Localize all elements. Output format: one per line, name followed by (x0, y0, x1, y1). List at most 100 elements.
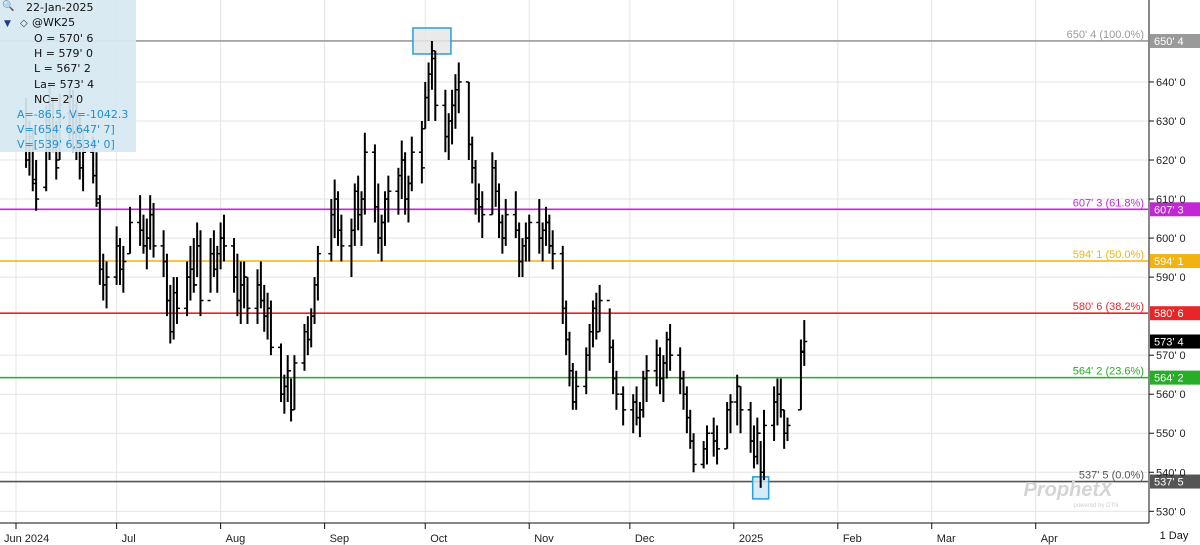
ohlc-bar (667, 323, 674, 371)
magnifier-icon[interactable]: 🔍 (2, 1, 15, 12)
ohlc-bar (455, 62, 462, 114)
fib-label: 537' 5 (0.0%) (1079, 470, 1144, 482)
fib-axis-tag (1150, 254, 1200, 269)
info-a-v: A=-86.5, V=-1042.3 (17, 108, 129, 121)
ohlc-bar (643, 355, 650, 403)
y-tick-label: 620' 0 (1156, 155, 1186, 167)
collapse-triangle-icon[interactable]: ▼ (4, 19, 11, 29)
y-tick-label: 540' 0 (1156, 467, 1186, 479)
y-tick-label: 570' 0 (1156, 350, 1186, 362)
ohlc-bar (761, 409, 768, 481)
info-last: La= 573' 4 (34, 78, 95, 91)
x-axis: 1 Day Jun 2024 Jul Aug Sep Oct Nov Dec 2025 Feb M… (0, 522, 1189, 545)
ohlc-bar (502, 199, 509, 246)
watermark-text: ProphetX (1024, 479, 1115, 501)
fib-label: 594' 1 (50.0%) (1073, 249, 1144, 261)
fib-axis-label: 537' 5 (1154, 477, 1184, 489)
ohlc-bar (103, 261, 110, 309)
y-tick-label: 610' 0 (1156, 194, 1186, 206)
y-tick-label: 600' 0 (1156, 233, 1186, 245)
x-tick-label: Aug (226, 533, 246, 545)
watermark: ProphetX powered by DTN (1024, 479, 1119, 509)
ohlc-bar (197, 230, 204, 317)
fib-label: 607' 3 (61.8%) (1073, 197, 1144, 209)
ohlc-bar (314, 245, 321, 301)
ohlc-bar (432, 50, 439, 121)
ohlc-bar (267, 300, 274, 356)
fibonacci-levels: 650' 4 (100.0%) 650' 4 607' 3 (61.8%) 607' … (0, 29, 1200, 489)
period-label[interactable]: 1 Day (1160, 530, 1189, 542)
x-tick-label: Jun 2024 (4, 533, 49, 545)
ohlc-bar (220, 214, 227, 262)
ohlc-bar (714, 425, 721, 465)
fib-axis-label: 607' 3 (1154, 204, 1184, 216)
info-high: H = 579' 0 (34, 47, 93, 60)
x-tick-label: 2025 (739, 533, 763, 545)
x-tick-label: Mar (937, 533, 956, 545)
y-axis: 640' 0 630' 0 620' 0 610' 0 600' 0 590' 0 570'… (1148, 0, 1200, 523)
y-tick-label: 590' 0 (1156, 272, 1186, 284)
y-tick-label: 630' 0 (1156, 116, 1186, 128)
ohlc-bar (690, 433, 697, 473)
ohlc-bar (526, 214, 533, 262)
ohlc-bar (613, 370, 620, 410)
y-tick-label: 560' 0 (1156, 389, 1186, 401)
fib-axis-label: 594' 1 (1154, 256, 1184, 268)
fib-axis-tag (1150, 306, 1200, 321)
last-price-label: 573' 4 (1154, 337, 1184, 349)
ohlc-bar (479, 191, 486, 239)
fib-axis-tag (1150, 370, 1200, 385)
fib-label: 564' 2 (23.6%) (1073, 366, 1144, 378)
fib-label: 580' 6 (38.2%) (1073, 301, 1144, 313)
info-v-range-2: V=[539' 6,534' 0] (17, 138, 115, 151)
info-open: O = 570' 6 (34, 32, 94, 45)
info-symbol: @WK25 (32, 16, 76, 29)
info-v-range-1: V=[654' 6,647' 7] (17, 123, 115, 136)
ohlc-bar (784, 417, 791, 442)
fib-axis-label: 564' 2 (1154, 373, 1184, 385)
info-net-change: NC= 2' 0 (34, 93, 84, 106)
ohlc-bar (703, 425, 710, 465)
diamond-icon: ◇ (20, 18, 28, 29)
ohlc-bar (418, 120, 425, 184)
ohlc-bar (33, 160, 40, 211)
fib-label: 650' 4 (100.0%) (1067, 29, 1144, 41)
ohlc-bar (801, 320, 808, 366)
y-tick-label: 640' 0 (1156, 77, 1186, 89)
x-tick-label: Sep (330, 533, 350, 545)
ohlc-bar (127, 206, 134, 255)
ohlc-bar (549, 230, 556, 270)
ohlc-bar (620, 386, 627, 426)
ohlc-bar (291, 355, 298, 411)
fib-axis-tag (1150, 474, 1200, 489)
data-window: 🔍 22-Jan-2025 ▼ ◇ @WK25 O = 570' 6 H = 5… (0, 0, 136, 152)
ohlc-bar (727, 394, 734, 434)
ohlc-bar (408, 136, 415, 192)
x-tick-label: Nov (534, 533, 554, 545)
ohlc-bar (338, 214, 345, 262)
ohlc-bar (573, 370, 580, 410)
info-date: 22-Jan-2025 (26, 1, 94, 14)
last-price-tag (1150, 334, 1200, 349)
ohlc-bar (150, 202, 157, 258)
y-tick-label: 550' 0 (1156, 428, 1186, 440)
x-tick-label: Apr (1041, 533, 1058, 545)
y-tick-label: 530' 0 (1156, 506, 1186, 518)
x-tick-label: Jul (122, 533, 136, 545)
ohlc-bar (737, 385, 744, 434)
x-tick-label: Feb (843, 533, 862, 545)
ohlc-bar (244, 276, 251, 324)
fib-axis-tag (1150, 202, 1200, 217)
watermark-subtext: powered by DTN (1073, 503, 1118, 509)
ohlc-bar (596, 284, 603, 333)
ohlc-bar (120, 245, 127, 293)
fib-axis-label: 580' 6 (1154, 308, 1184, 320)
fib-axis-label: 650' 4 (1154, 36, 1184, 48)
ohlc-bar (361, 132, 368, 215)
info-low: L = 567' 2 (34, 62, 91, 75)
ohlc-bar (174, 277, 181, 324)
ohlc-bar (385, 175, 392, 223)
x-tick-label: Dec (635, 533, 655, 545)
